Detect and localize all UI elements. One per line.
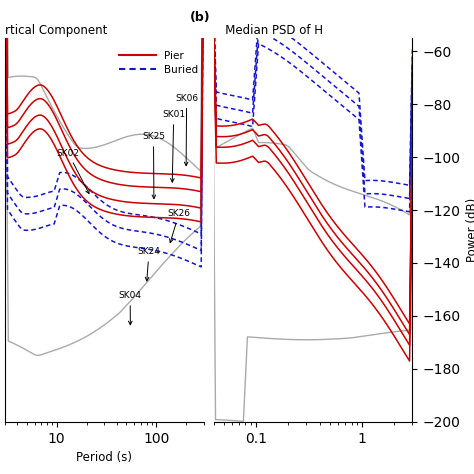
Text: rtical Component: rtical Component [5, 24, 107, 37]
Legend: Pier, Buried: Pier, Buried [119, 51, 199, 75]
Text: SK06: SK06 [175, 94, 198, 166]
Y-axis label: Power (dB): Power (dB) [466, 198, 474, 262]
Text: SK02: SK02 [57, 149, 89, 193]
Text: SK01: SK01 [162, 110, 185, 182]
Text: SK04: SK04 [118, 291, 142, 325]
X-axis label: Period (s): Period (s) [76, 451, 132, 464]
Text: SK25: SK25 [142, 132, 165, 199]
Text: Median PSD of H: Median PSD of H [213, 24, 322, 37]
Text: SK24: SK24 [137, 247, 160, 281]
Text: SK26: SK26 [167, 209, 191, 243]
Text: (b): (b) [190, 11, 210, 25]
